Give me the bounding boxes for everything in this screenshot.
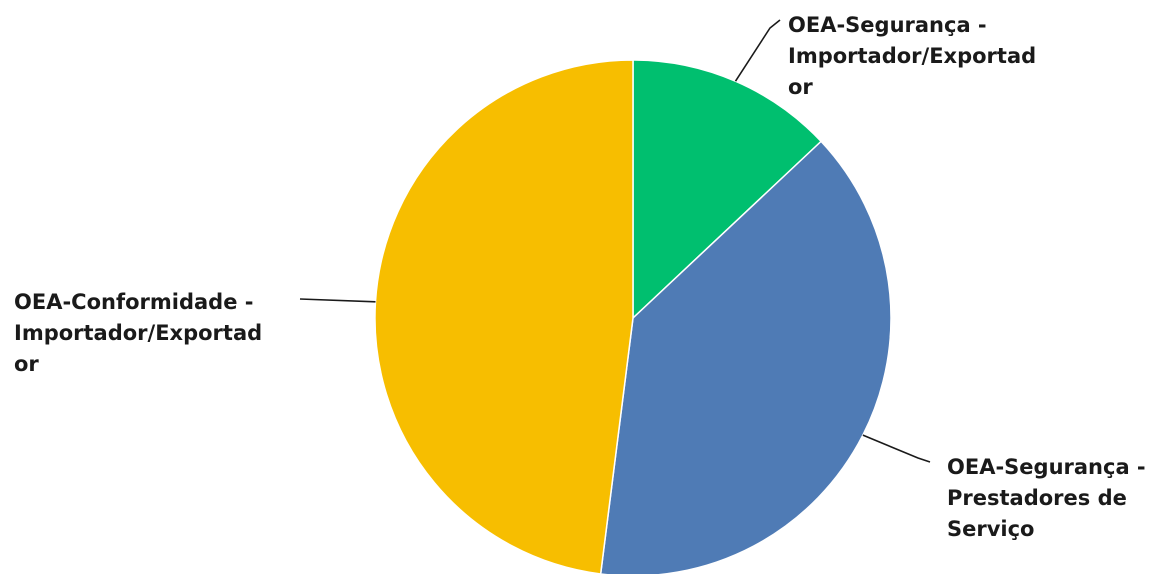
slice-label-line: OEA-Conformidade - (14, 290, 253, 314)
slice-label-line: Serviço (947, 517, 1035, 541)
slice-label-2: OEA-Segurança - Prestadores de Serviço (947, 455, 1146, 541)
slice-label-line: Prestadores de (947, 486, 1127, 510)
leader-line-3 (299, 298, 376, 303)
pie-slice-2 (599, 140, 892, 574)
slice-label-line: Importador/Exportad (788, 44, 1036, 68)
slice-label-line: or (14, 352, 39, 376)
slice-label-line: OEA-Segurança - (947, 455, 1146, 479)
slice-label-1: OEA-Segurança - Importador/Exportad or (788, 13, 1036, 99)
slice-label-line: Importador/Exportad (14, 321, 262, 345)
leader-lines (299, 19, 931, 463)
pie-slices (374, 59, 892, 574)
slice-label-line: or (788, 75, 813, 99)
leader-line-2 (862, 434, 931, 463)
slice-label-line: OEA-Segurança - (788, 13, 987, 37)
pie-slice-3 (374, 59, 634, 574)
leader-line-1 (734, 19, 781, 82)
slice-labels: OEA-Segurança -Importador/Exportad orOEA-… (14, 13, 1146, 541)
slice-label-3: OEA-Conformidade - Importador/Exportad or (14, 290, 262, 376)
pie-slice-1 (632, 59, 823, 320)
